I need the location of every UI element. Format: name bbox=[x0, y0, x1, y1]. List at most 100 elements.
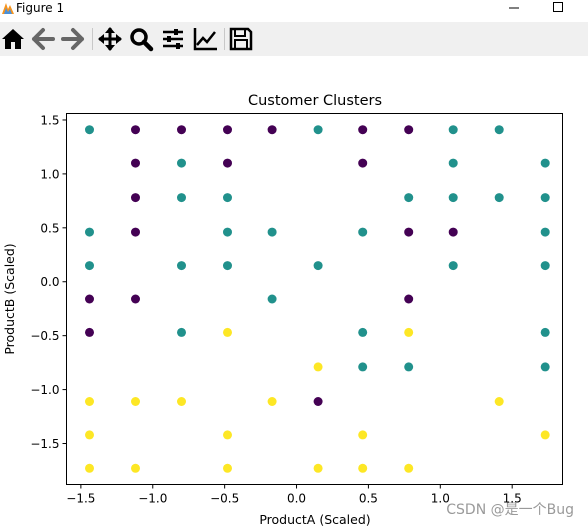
data-point bbox=[358, 362, 368, 372]
data-point bbox=[404, 463, 414, 473]
pan-button[interactable] bbox=[97, 26, 123, 52]
data-point bbox=[85, 294, 94, 304]
data-point bbox=[313, 125, 323, 135]
zoom-button[interactable] bbox=[128, 26, 154, 52]
x-axis: −1.5 −1.0 −0.5 0.0 0.5 1.0 1.5 bbox=[66, 484, 522, 506]
data-point bbox=[404, 327, 414, 337]
maximize-icon bbox=[553, 2, 563, 12]
navigation-toolbar bbox=[0, 22, 588, 56]
data-point bbox=[448, 125, 458, 135]
home-button[interactable] bbox=[0, 26, 26, 52]
y-tick-label: −1.5 bbox=[30, 437, 59, 451]
save-button[interactable] bbox=[228, 26, 254, 52]
data-point bbox=[85, 397, 94, 406]
data-point bbox=[404, 193, 414, 203]
zoom-magnifier-icon bbox=[130, 28, 154, 52]
data-point bbox=[223, 463, 232, 473]
data-point bbox=[404, 227, 414, 237]
maximize-button[interactable] bbox=[546, 0, 570, 16]
pan-move-icon bbox=[98, 27, 122, 51]
data-point bbox=[313, 397, 323, 406]
data-point bbox=[448, 158, 458, 168]
y-tick-label: 1.0 bbox=[40, 167, 59, 181]
data-point bbox=[223, 227, 232, 237]
y-tick-label: 1.5 bbox=[40, 113, 59, 127]
y-tick-label: 0.5 bbox=[40, 221, 59, 235]
data-point bbox=[223, 125, 232, 135]
window-title: Figure 1 bbox=[16, 1, 65, 15]
toolbar-separator bbox=[92, 28, 93, 50]
data-point bbox=[540, 158, 550, 168]
toolbar-separator bbox=[224, 28, 225, 50]
data-point bbox=[131, 294, 140, 304]
data-point bbox=[131, 463, 140, 473]
data-point bbox=[131, 227, 140, 237]
data-point bbox=[540, 430, 550, 440]
data-point bbox=[358, 125, 368, 135]
data-point bbox=[177, 261, 186, 271]
data-point bbox=[85, 463, 94, 473]
home-icon bbox=[2, 29, 24, 49]
matplotlib-app-icon bbox=[2, 3, 14, 14]
data-point bbox=[404, 294, 414, 304]
figure-canvas: Customer Clusters −1.5 −1.0 −0.5 0.0 0.5 1.0 1… bbox=[0, 56, 588, 529]
data-point bbox=[358, 158, 368, 168]
data-point bbox=[540, 227, 550, 237]
forward-button[interactable] bbox=[60, 26, 86, 52]
data-point bbox=[223, 430, 232, 440]
data-point bbox=[177, 397, 186, 406]
data-point bbox=[494, 193, 504, 203]
data-point bbox=[448, 193, 458, 203]
data-point bbox=[448, 227, 458, 237]
x-tick-label: 0.0 bbox=[287, 492, 306, 506]
data-point bbox=[131, 158, 140, 168]
data-point bbox=[223, 158, 232, 168]
x-tick-label: −1.5 bbox=[66, 492, 95, 506]
x-tick-label: −1.0 bbox=[138, 492, 167, 506]
sliders-icon bbox=[163, 29, 183, 49]
data-point bbox=[177, 193, 186, 203]
minimize-icon bbox=[509, 7, 519, 9]
data-point bbox=[177, 158, 186, 168]
data-point bbox=[540, 193, 550, 203]
data-point bbox=[223, 261, 232, 271]
data-point bbox=[404, 125, 414, 135]
data-point bbox=[540, 327, 550, 337]
data-point bbox=[131, 125, 140, 135]
data-point bbox=[448, 261, 458, 271]
forward-arrow-icon bbox=[61, 28, 84, 50]
data-point bbox=[358, 227, 368, 237]
x-axis-label: ProductA (Scaled) bbox=[259, 512, 370, 527]
data-point bbox=[358, 327, 368, 337]
minimize-button[interactable] bbox=[502, 0, 526, 16]
y-axis-label: ProductB (Scaled) bbox=[2, 243, 17, 354]
scatter-chart: Customer Clusters −1.5 −1.0 −0.5 0.0 0.5 1.0 1… bbox=[2, 93, 563, 527]
floppy-save-icon bbox=[229, 27, 253, 51]
data-point bbox=[177, 327, 186, 337]
points-layer bbox=[85, 125, 550, 473]
data-point bbox=[358, 463, 368, 473]
x-tick-label: 1.5 bbox=[503, 492, 522, 506]
data-point bbox=[540, 261, 550, 271]
x-tick-label: 1.0 bbox=[431, 492, 450, 506]
data-point bbox=[267, 294, 277, 304]
data-point bbox=[313, 261, 323, 271]
configure-subplots-button[interactable] bbox=[160, 26, 186, 52]
y-tick-label: −1.0 bbox=[30, 383, 59, 397]
data-point bbox=[85, 125, 94, 135]
data-point bbox=[223, 327, 232, 337]
x-tick-label: 0.5 bbox=[359, 492, 378, 506]
data-point bbox=[267, 397, 277, 406]
y-axis: 1.5 1.0 0.5 0.0 −0.5 −1.0 −1.5 bbox=[30, 113, 67, 451]
y-tick-label: −0.5 bbox=[30, 329, 59, 343]
data-point bbox=[358, 430, 368, 440]
edit-axis-button[interactable] bbox=[192, 26, 218, 52]
back-arrow-icon bbox=[32, 28, 55, 50]
data-point bbox=[313, 362, 323, 372]
y-tick-label: 0.0 bbox=[40, 275, 59, 289]
data-point bbox=[494, 397, 504, 406]
data-point bbox=[223, 193, 232, 203]
back-button[interactable] bbox=[30, 26, 56, 52]
data-point bbox=[267, 227, 277, 237]
window-titlebar: Figure 1 bbox=[0, 0, 588, 22]
